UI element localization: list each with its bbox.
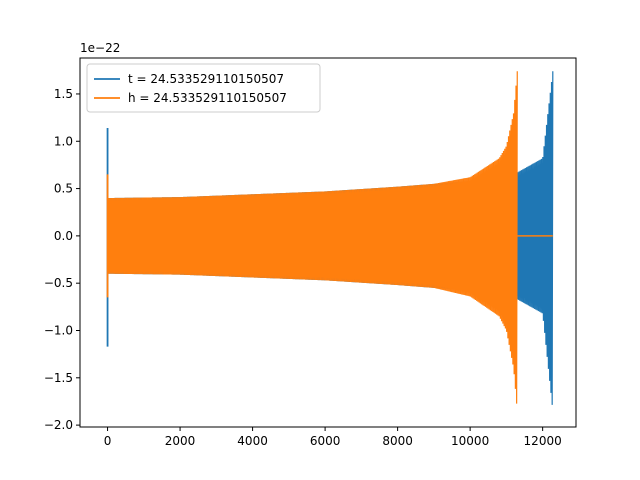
x-tick-label: 0 (104, 434, 112, 448)
ticks-layer: 0 2000 4000 6000 8000 10000 12000 −2.0 −1.5 −1.0 −… (44, 87, 562, 448)
x-tick-label: 8000 (382, 434, 413, 448)
series-layer (106, 71, 554, 405)
legend-label: t = 24.533529110150507 (128, 72, 284, 86)
y-tick-label: −2.0 (44, 418, 73, 432)
x-tick-label: 4000 (237, 434, 268, 448)
x-tick-label: 2000 (165, 434, 196, 448)
y-tick-label: −0.5 (44, 276, 73, 290)
plot-area (79, 57, 577, 428)
legend: t = 24.533529110150507 h = 24.53352911015… (86, 63, 321, 113)
x-tick-label: 6000 (310, 434, 341, 448)
y-tick-label: 0.5 (54, 182, 73, 196)
y-tick-label: −1.0 (44, 323, 73, 337)
y-tick-label: 1.5 (54, 87, 73, 101)
x-tick-label: 10000 (451, 434, 489, 448)
axes-border (79, 57, 577, 428)
y-tick-label: −1.5 (44, 371, 73, 385)
y-tick-label: 0.0 (54, 229, 73, 243)
series-line-1 (106, 71, 518, 404)
x-tick-label: 12000 (524, 434, 562, 448)
y-tick-label: 1.0 (54, 134, 73, 148)
legend-label: h = 24.533529110150507 (128, 91, 287, 105)
y-offset-label: 1e−22 (80, 41, 120, 55)
legend-box (86, 63, 321, 113)
